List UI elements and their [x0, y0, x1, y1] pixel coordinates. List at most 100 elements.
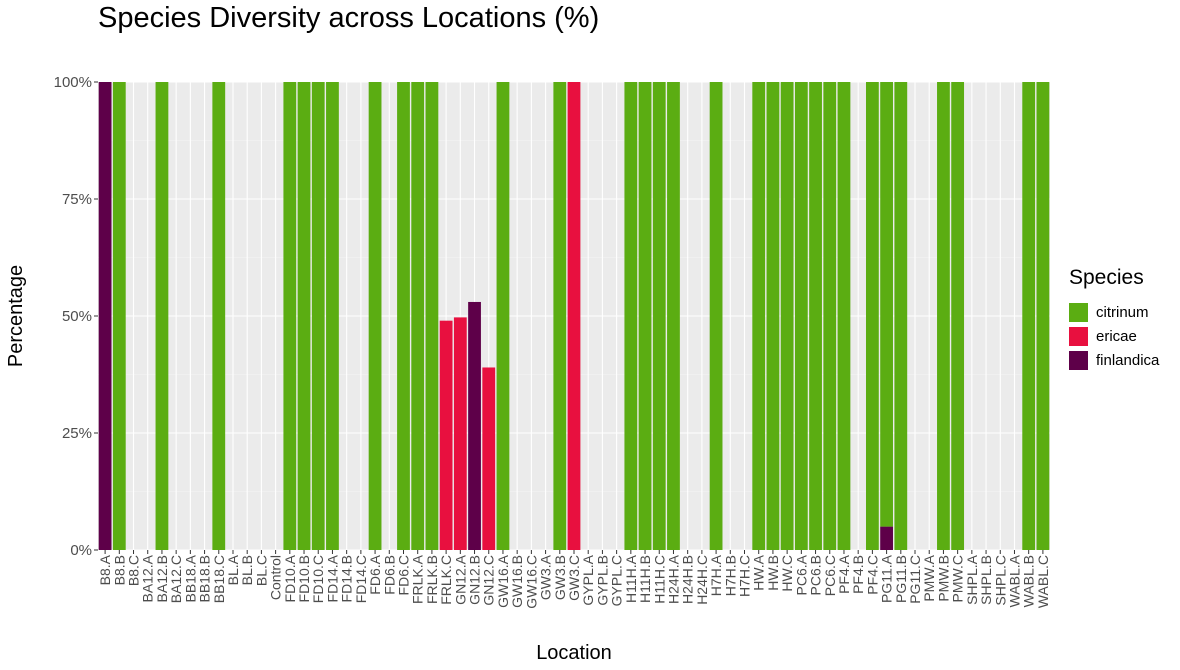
- x-tick-label: FD14.C: [353, 555, 369, 603]
- x-tick-label: FRLK.B: [424, 555, 440, 604]
- x-tick-label: GW3.A: [538, 554, 554, 600]
- x-tick-label: H7H.B: [722, 555, 738, 596]
- bar-citrinum-BB18.C: [212, 82, 226, 550]
- x-tick-label: Control: [268, 555, 284, 600]
- bar-citrinum-H11H.A: [624, 82, 638, 550]
- legend-title: Species: [1069, 266, 1144, 289]
- bar-citrinum-FRLK.A: [411, 82, 425, 550]
- x-tick-label: PMW.A: [921, 554, 937, 601]
- bars: [98, 82, 1050, 550]
- x-tick-label: HW.C: [779, 555, 795, 592]
- x-tick-label: PMW.B: [935, 555, 951, 602]
- bar-citrinum-HW.A: [752, 82, 766, 550]
- x-tick-label: PC6.C: [822, 555, 838, 596]
- x-tick-label: HW.A: [751, 554, 767, 590]
- x-tick-label: WABL.B: [1021, 555, 1037, 607]
- x-tick-label: FD14.A: [324, 554, 340, 602]
- bar-ericae-GW3.C: [567, 82, 581, 550]
- bar-citrinum-PG11.B: [894, 82, 908, 550]
- bar-citrinum-HW.C: [780, 82, 794, 550]
- x-tick-label: GYPL.B: [594, 555, 610, 606]
- x-tick-label: B8.C: [126, 555, 142, 586]
- bar-citrinum-WABL.C: [1036, 82, 1050, 550]
- y-axis: 0% 25% 50% 75% 100%: [54, 74, 98, 559]
- x-tick-label: WABL.A: [1006, 554, 1022, 607]
- x-axis: B8.AB8.BB8.CBA12.ABA12.BBA12.CBB18.ABB18…: [97, 550, 1051, 609]
- bar-citrinum-BA12.B: [155, 82, 169, 550]
- x-tick-label: PG11.B: [893, 555, 909, 603]
- x-tick-label: SHPL.C: [992, 555, 1008, 606]
- x-tick-label: FRLK.A: [410, 554, 426, 604]
- x-tick-label: PMW.C: [950, 555, 966, 602]
- x-tick-label: PG11.A: [879, 554, 895, 603]
- bar-citrinum-GW3.B: [553, 82, 567, 550]
- x-tick-label: H11H.A: [623, 554, 639, 603]
- bar-finlandica-GN12.B: [468, 301, 481, 550]
- x-tick-label: H7H.A: [708, 554, 724, 596]
- y-tick-label: 25%: [62, 425, 92, 442]
- x-tick-label: PF4.C: [864, 555, 880, 595]
- x-tick-label: BB18.A: [182, 554, 198, 602]
- legend-label-citrinum: citrinum: [1096, 303, 1149, 321]
- legend-swatch-finlandica: [1069, 350, 1088, 370]
- legend: Species citrinum ericae finlandica: [1069, 266, 1159, 372]
- x-tick-label: FD10.C: [310, 555, 326, 603]
- x-tick-label: BL.B: [239, 555, 255, 585]
- x-tick-label: FD6.C: [395, 555, 411, 595]
- bar-finlandica-PG11.A: [880, 526, 893, 550]
- bar-citrinum-H7H.A: [709, 82, 723, 550]
- bar-citrinum-PG11.A: [880, 82, 893, 527]
- bar-citrinum-PC6.A: [794, 82, 808, 550]
- x-tick-label: FD10.B: [296, 555, 312, 602]
- bar-citrinum-FRLK.B: [425, 82, 439, 550]
- x-tick-label: GW3.B: [552, 555, 568, 600]
- x-tick-label: GW16.A: [495, 554, 511, 608]
- x-tick-label: SHPL.B: [978, 555, 994, 605]
- bar-citrinum-FD10.A: [283, 82, 297, 550]
- bar-ericae-GN12.A: [453, 317, 467, 550]
- bar-citrinum-H11H.B: [638, 82, 652, 550]
- legend-items: citrinum ericae finlandica: [1069, 300, 1159, 372]
- x-tick-label: PF4.B: [850, 555, 866, 594]
- x-tick-label: H7H.C: [737, 555, 753, 597]
- legend-swatch-ericae: [1069, 326, 1088, 346]
- x-tick-label: BA12.C: [168, 555, 184, 603]
- bar-citrinum-PC6.B: [809, 82, 822, 550]
- bar-ericae-GN12.C: [482, 367, 496, 550]
- x-tick-label: PC6.B: [808, 555, 824, 595]
- bar-citrinum-PF4.C: [865, 82, 879, 550]
- x-tick-label: GN12.C: [481, 555, 497, 606]
- x-tick-label: H11H.B: [637, 555, 653, 603]
- bar-citrinum-PF4.A: [837, 82, 851, 550]
- x-tick-label: BA12.B: [154, 555, 170, 602]
- y-tick-label: 50%: [62, 308, 92, 325]
- x-tick-label: PG11.C: [907, 555, 923, 604]
- x-tick-label: B8.A: [97, 554, 113, 585]
- x-tick-label: FD6.A: [367, 554, 383, 594]
- x-tick-label: H11H.C: [651, 555, 667, 604]
- x-tick-label: GW3.C: [566, 555, 582, 601]
- bar-citrinum-FD6.A: [368, 82, 382, 550]
- x-tick-label: FRLK.C: [438, 555, 454, 605]
- x-tick-label: BL.C: [253, 555, 269, 586]
- x-tick-label: GW16.B: [509, 555, 525, 608]
- bar-citrinum-FD14.A: [326, 82, 339, 550]
- x-tick-label: FD14.B: [339, 555, 355, 602]
- x-tick-label: WABL.C: [1035, 555, 1051, 608]
- legend-label-finlandica: finlandica: [1096, 351, 1160, 369]
- legend-item-citrinum: citrinum: [1069, 300, 1159, 324]
- x-tick-label: GYPL.A: [580, 554, 596, 605]
- x-tick-label: BB18.B: [197, 555, 213, 602]
- bar-citrinum-PMW.C: [951, 82, 965, 550]
- x-tick-label: HW.B: [765, 555, 781, 591]
- x-tick-label: GN12.B: [467, 555, 483, 605]
- x-tick-label: BB18.C: [211, 555, 227, 603]
- x-tick-label: GW16.C: [523, 555, 539, 609]
- x-axis-label: Location: [536, 642, 612, 664]
- y-tick-label: 100%: [54, 74, 92, 91]
- x-tick-label: B8.B: [111, 555, 127, 585]
- bar-citrinum-HW.B: [766, 82, 780, 550]
- x-tick-label: BA12.A: [140, 554, 156, 602]
- x-tick-label: H24H.B: [680, 555, 696, 604]
